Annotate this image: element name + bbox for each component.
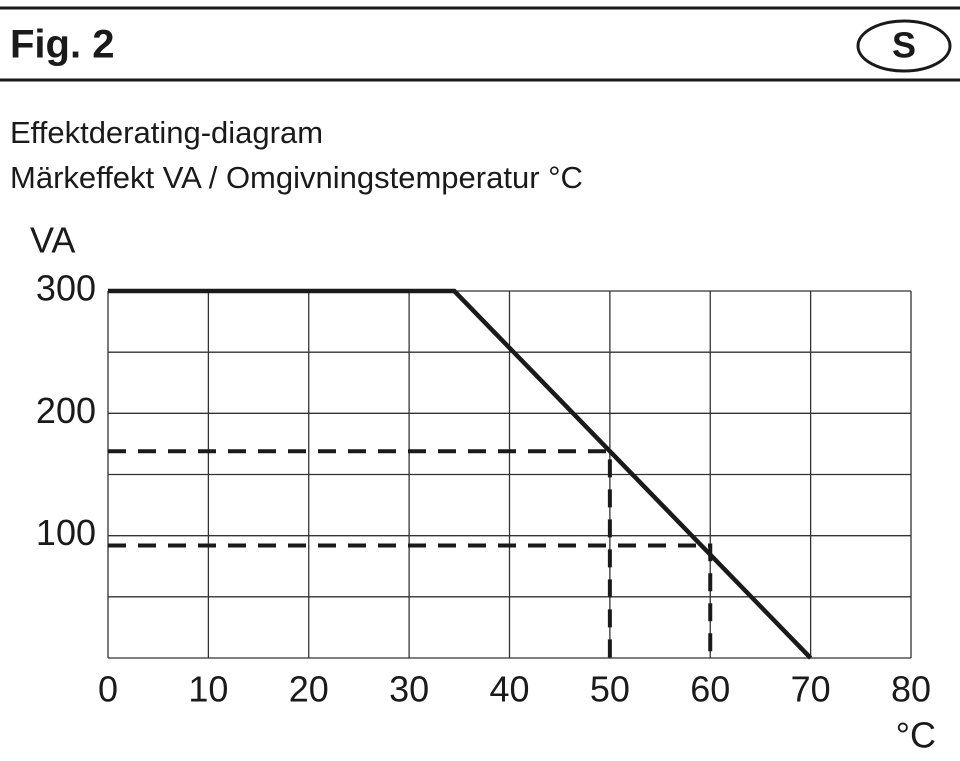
chart-title: Effektderating-diagram	[10, 115, 323, 150]
x-tick-label: 10	[188, 669, 228, 710]
x-tick-label: 60	[690, 669, 730, 710]
figure-label: Fig. 2	[10, 23, 114, 67]
x-axis-label: °C	[896, 715, 936, 756]
y-axis-label: VA	[30, 220, 75, 261]
x-tick-label: 20	[289, 669, 329, 710]
reference-line	[108, 543, 713, 658]
x-tick-label: 80	[891, 669, 931, 710]
derating-line	[108, 288, 813, 660]
x-tick-label: 70	[791, 669, 831, 710]
y-tick-label: 200	[36, 390, 96, 431]
x-tick-label: 0	[98, 669, 118, 710]
x-tick-label: 50	[590, 669, 630, 710]
badge-oval	[856, 19, 952, 73]
chart-subtitle: Märkeffekt VA / Omgivningstemperatur °C	[10, 160, 583, 195]
x-tick-label: 40	[489, 669, 529, 710]
badge-label: S	[892, 25, 916, 66]
reference-line	[108, 449, 612, 658]
y-tick-label: 100	[36, 512, 96, 553]
x-tick-label: 30	[389, 669, 429, 710]
y-tick-label: 300	[36, 268, 96, 309]
